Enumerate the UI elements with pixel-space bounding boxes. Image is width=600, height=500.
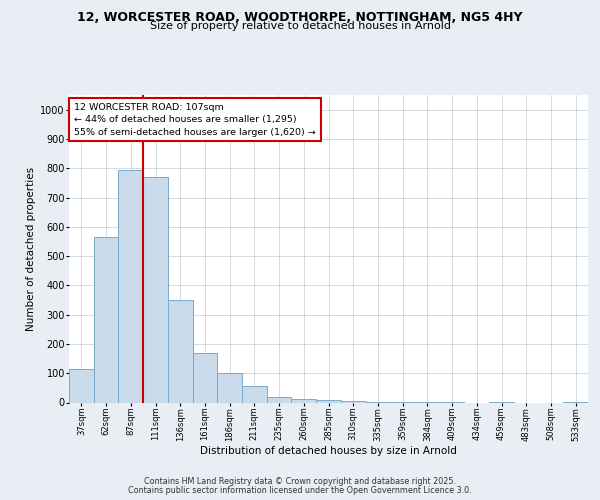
Bar	[193, 354, 217, 403]
Text: Contains public sector information licensed under the Open Government Licence 3.: Contains public sector information licen…	[128, 486, 472, 495]
Bar	[69, 369, 94, 402]
Bar	[242, 386, 267, 402]
Text: 12, WORCESTER ROAD, WOODTHORPE, NOTTINGHAM, NG5 4HY: 12, WORCESTER ROAD, WOODTHORPE, NOTTINGH…	[77, 11, 523, 24]
Bar	[118, 170, 143, 402]
Bar	[316, 400, 341, 402]
Bar	[168, 300, 193, 402]
Y-axis label: Number of detached properties: Number of detached properties	[26, 166, 36, 331]
Bar	[292, 398, 316, 402]
Bar	[341, 401, 365, 402]
Bar	[267, 397, 292, 402]
Text: Size of property relative to detached houses in Arnold: Size of property relative to detached ho…	[149, 21, 451, 31]
Bar	[94, 237, 118, 402]
Bar	[143, 177, 168, 402]
Text: Contains HM Land Registry data © Crown copyright and database right 2025.: Contains HM Land Registry data © Crown c…	[144, 477, 456, 486]
Bar	[217, 373, 242, 402]
Text: 12 WORCESTER ROAD: 107sqm
← 44% of detached houses are smaller (1,295)
55% of se: 12 WORCESTER ROAD: 107sqm ← 44% of detac…	[74, 102, 316, 136]
X-axis label: Distribution of detached houses by size in Arnold: Distribution of detached houses by size …	[200, 446, 457, 456]
